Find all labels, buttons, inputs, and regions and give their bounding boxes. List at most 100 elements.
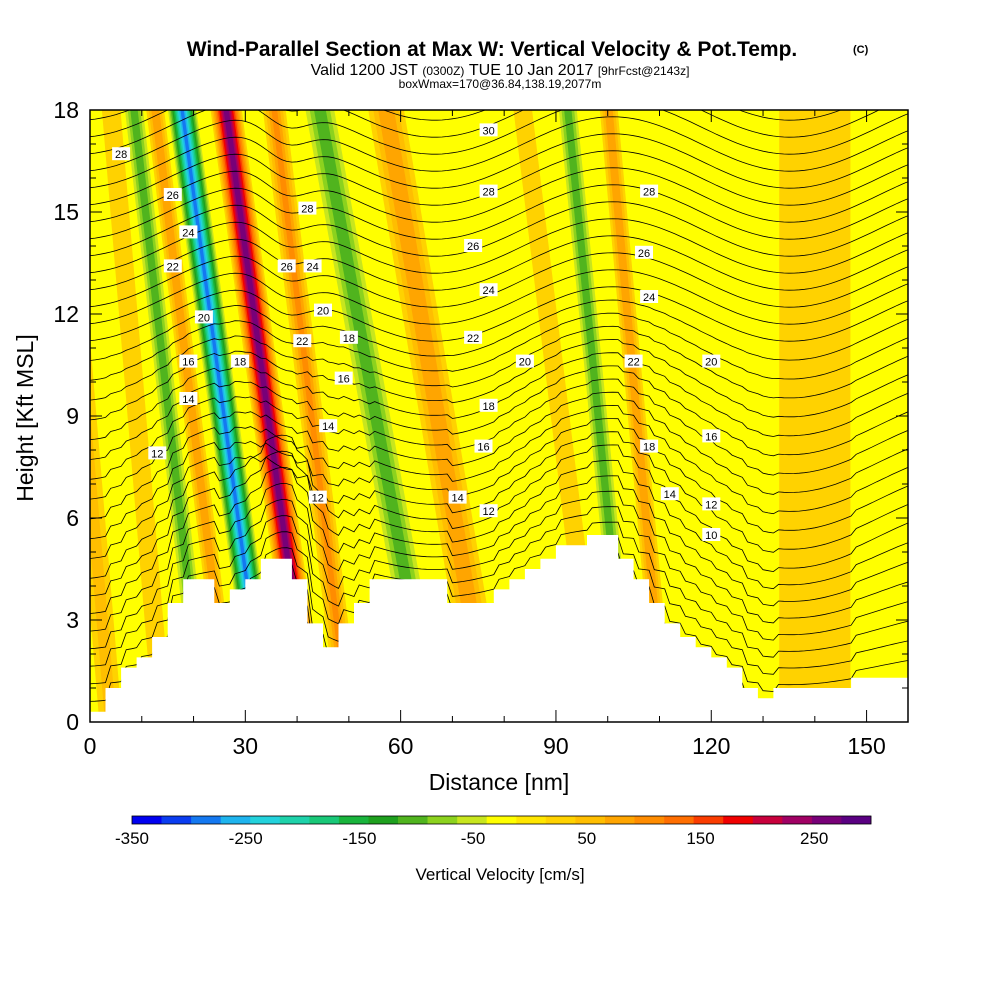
terrain — [90, 535, 908, 722]
contour-label: 18 — [643, 442, 655, 454]
contour-label-bg — [624, 354, 643, 368]
theta-contour — [90, 365, 908, 460]
contour-label-bg — [308, 490, 327, 504]
subtitle-utc: (0300Z) — [422, 64, 464, 78]
contour-label-bg — [660, 487, 679, 501]
colorbar: -350 -250 -150 -50 50 150 250 — [115, 815, 872, 848]
colorbar-tick-label: -50 — [461, 829, 486, 848]
colorbar-swatch — [811, 816, 842, 824]
contour-label: 18 — [234, 357, 246, 369]
colorbar-tick-label: -150 — [342, 829, 376, 848]
theta-contour — [90, 431, 908, 559]
contour-label: 28 — [301, 204, 313, 216]
contour-label-bg — [702, 497, 721, 511]
theta-contour — [90, 466, 908, 614]
contour-label-bg — [640, 290, 659, 303]
contour-label-bg — [515, 354, 534, 368]
contour-label-bg — [479, 283, 498, 297]
contour-label-bg — [314, 303, 332, 317]
theta-contour — [90, 312, 908, 381]
contour-label-bg — [277, 259, 296, 273]
colorbar-swatch — [398, 816, 428, 824]
velocity-band — [378, 110, 497, 722]
colorbar-swatch — [516, 816, 547, 824]
contour-label: 14 — [664, 489, 676, 501]
contour-label-bg — [702, 354, 721, 368]
y-tick-label: 15 — [53, 199, 79, 225]
colorbar-swatch — [752, 816, 783, 824]
x-tick-label: 0 — [84, 733, 97, 759]
contour-label: 30 — [482, 125, 494, 137]
contour-label: 26 — [167, 190, 179, 202]
y-tick-label: 3 — [66, 607, 79, 633]
contour-label: 12 — [151, 448, 163, 460]
velocity-band — [779, 110, 851, 722]
x-tick-label: 120 — [692, 733, 730, 759]
colorbar-swatch — [575, 816, 606, 824]
y-tick-label: 9 — [66, 403, 79, 429]
contour-label-bg — [179, 225, 198, 239]
contour-label: 16 — [705, 431, 717, 443]
x-tick-label: 30 — [233, 733, 259, 759]
contour-label: 22 — [296, 336, 308, 348]
colorbar-swatch — [486, 816, 517, 824]
contour-label: 16 — [477, 442, 489, 454]
contour-label-bg — [163, 259, 182, 273]
theta-contour — [90, 235, 908, 291]
contour-label: 26 — [281, 261, 293, 273]
subtitle-date: TUE 10 Jan 2017 — [469, 62, 594, 79]
velocity-band — [90, 407, 117, 722]
chart-subtitle: Valid 1200 JST (0300Z) TUE 10 Jan 2017 [… — [311, 62, 690, 79]
theta-contour — [90, 391, 908, 500]
y-tick-label: 12 — [53, 301, 79, 327]
theta-contour — [90, 499, 908, 650]
velocity-band — [604, 110, 669, 722]
theta-contour — [90, 201, 908, 257]
theta-contour — [90, 299, 908, 361]
contour-label: 22 — [167, 261, 179, 273]
contour-label-bg — [298, 201, 317, 215]
contour-label: 20 — [519, 357, 531, 369]
colorbar-label: Vertical Velocity [cm/s] — [415, 865, 584, 884]
contour-label: 12 — [705, 499, 717, 511]
colorbar-tick-label: -250 — [229, 829, 263, 848]
contour-label: 22 — [467, 333, 479, 345]
theta-contour — [90, 110, 880, 138]
colorbar-swatch — [220, 816, 251, 824]
contour-label: 14 — [451, 493, 463, 505]
contour-label-bg — [231, 354, 250, 368]
theta-contour — [90, 252, 908, 308]
contour-label: 16 — [182, 357, 194, 369]
contour-label: 28 — [115, 149, 127, 161]
contour-label: 22 — [627, 357, 639, 369]
y-tick-label: 0 — [66, 709, 79, 735]
contour-label-bg — [448, 490, 467, 504]
theta-contour — [90, 515, 908, 667]
theta-contour — [90, 434, 908, 579]
chart-subtitle-box: boxWmax=170@36.84,138.19,2077m — [399, 77, 602, 91]
contour-label: 18 — [343, 333, 355, 345]
theta-contour — [90, 450, 908, 597]
contour-label-bg — [303, 259, 322, 273]
theta-contour — [90, 184, 908, 240]
contour-label: 20 — [198, 312, 210, 324]
contour-label-bg — [339, 330, 358, 344]
colorbar-swatch — [132, 816, 162, 824]
theta-contour — [90, 339, 908, 421]
contour-label: 14 — [182, 394, 194, 406]
colorbar-swatch — [723, 816, 754, 824]
contour-label: 28 — [482, 187, 494, 199]
theta-contour — [90, 325, 908, 401]
colorbar-swatch — [782, 816, 813, 824]
colorbar-swatch — [191, 816, 221, 824]
colorbar-swatch — [161, 816, 192, 824]
contour-label-bg — [112, 147, 131, 161]
contour-label-bg — [319, 419, 338, 433]
theta-contour — [90, 286, 908, 342]
subtitle-valid: Valid 1200 JST — [311, 62, 419, 79]
x-axis: 0 30 60 90 120 150 — [84, 110, 886, 759]
velocity-band — [101, 110, 172, 722]
y-tick-label: 18 — [53, 97, 79, 123]
contour-label: 20 — [705, 357, 717, 369]
contour-label-bg — [179, 392, 198, 405]
